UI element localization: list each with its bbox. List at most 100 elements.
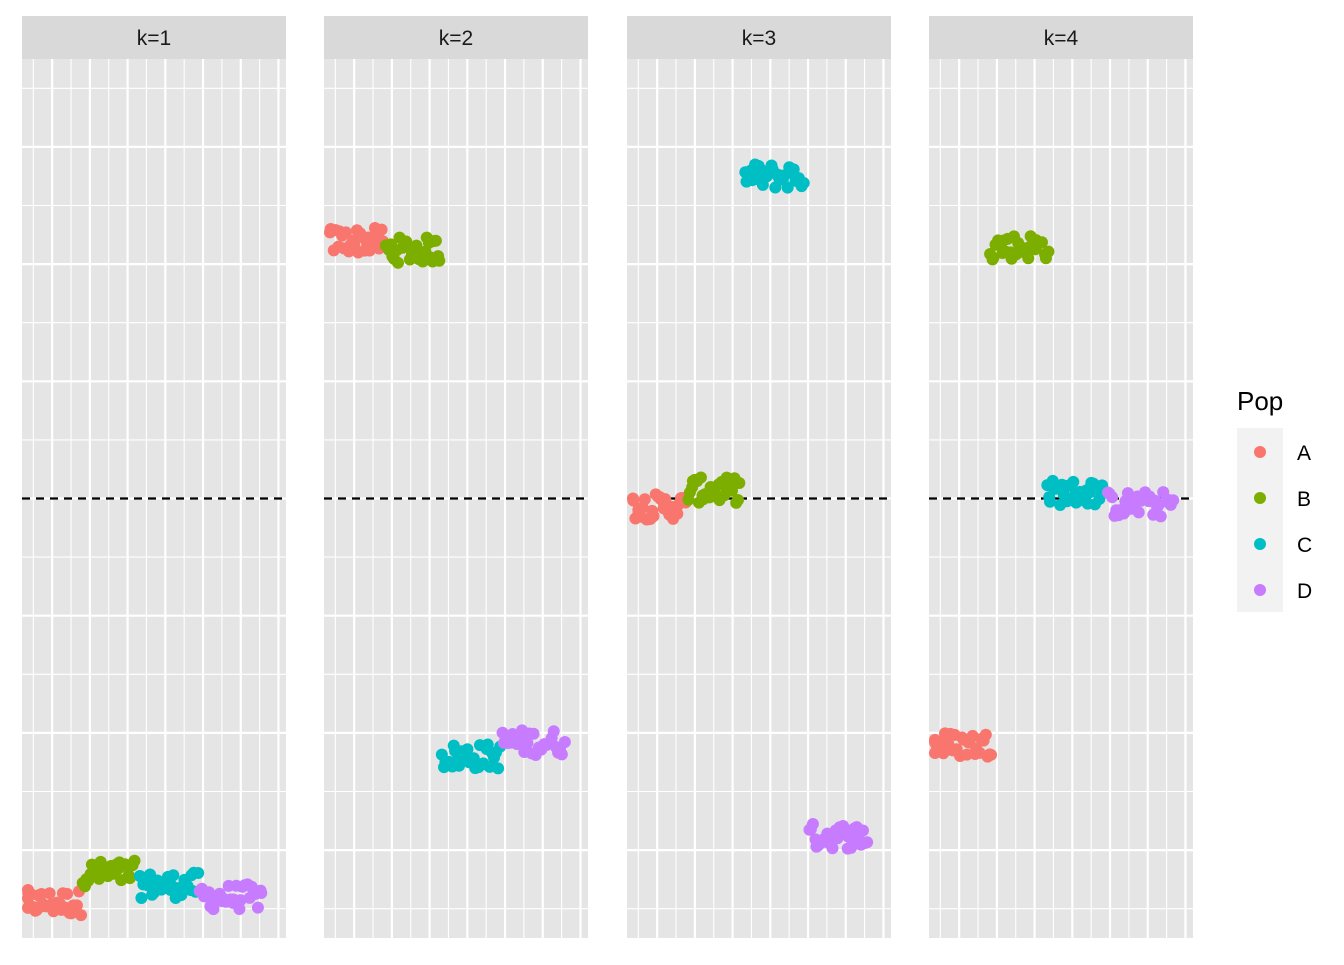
data-point <box>1043 495 1056 508</box>
cluster-pop-C <box>435 738 507 775</box>
facet-panels: k=1 k=2 k=3 k=4 <box>22 16 1193 938</box>
cluster-pop-D <box>193 878 268 916</box>
data-point <box>453 759 466 772</box>
data-point <box>769 181 782 194</box>
data-point <box>627 494 640 507</box>
data-point <box>75 909 88 922</box>
data-point <box>251 901 264 914</box>
cluster-pop-D <box>803 818 874 855</box>
data-point <box>461 743 474 756</box>
data-point <box>733 476 746 489</box>
data-point <box>61 887 74 900</box>
data-point <box>638 493 651 506</box>
data-point <box>1022 252 1035 265</box>
data-point <box>555 748 568 761</box>
data-point <box>787 163 800 176</box>
legend-title: Pop <box>1237 386 1283 416</box>
data-point <box>806 818 819 831</box>
data-point <box>985 748 998 761</box>
data-point <box>123 872 136 885</box>
data-point <box>694 471 707 484</box>
facet-strip <box>324 16 588 59</box>
facet-panel-3: k=3 <box>627 16 891 938</box>
facet-strip <box>627 16 891 59</box>
data-point <box>797 177 810 190</box>
data-point <box>521 737 534 750</box>
data-point <box>647 510 660 523</box>
legend-key-background <box>1237 428 1283 612</box>
data-point <box>192 867 205 880</box>
data-point <box>558 735 571 748</box>
data-point <box>135 892 148 905</box>
facet-panel-2: k=2 <box>324 16 588 938</box>
data-point <box>527 727 540 740</box>
data-point <box>70 899 83 912</box>
data-point <box>671 507 684 520</box>
data-point <box>937 747 950 760</box>
cluster-pop-B <box>682 471 746 509</box>
legend-label-D: D <box>1297 580 1312 603</box>
cluster-pop-A <box>929 727 998 763</box>
data-point <box>979 728 992 741</box>
cluster-pop-A <box>324 221 390 259</box>
data-point <box>1106 491 1119 504</box>
cluster-pop-D <box>496 724 571 761</box>
data-point <box>1042 245 1055 258</box>
data-point <box>1093 493 1106 506</box>
facet-strip-label: k=4 <box>1044 27 1079 50</box>
legend-key-B <box>1254 492 1266 504</box>
data-point <box>339 226 352 239</box>
cluster-pop-D <box>1102 486 1180 523</box>
data-point <box>375 223 388 236</box>
facet-strip <box>22 16 286 59</box>
data-point <box>467 752 480 765</box>
facet-strip <box>929 16 1193 59</box>
data-point <box>392 256 405 269</box>
cluster-pop-C <box>133 866 205 905</box>
cluster-pop-A <box>22 884 88 922</box>
facet-panel-4: k=4 <box>929 16 1193 938</box>
cluster-pop-B <box>984 230 1055 266</box>
cluster-pop-B <box>379 231 446 269</box>
cluster-pop-A <box>627 488 692 526</box>
data-point <box>234 894 247 907</box>
facet-strip-label: k=3 <box>742 27 776 50</box>
data-point <box>167 869 180 882</box>
legend-label-A: A <box>1297 442 1311 465</box>
data-point <box>1035 236 1048 249</box>
data-point <box>433 254 446 267</box>
facet-strip-label: k=1 <box>137 27 171 50</box>
data-point <box>1067 475 1080 488</box>
data-point <box>726 484 739 497</box>
facet-panel-1: k=1 <box>22 16 286 938</box>
data-point <box>1132 506 1145 519</box>
data-point <box>731 494 744 507</box>
data-point <box>128 854 141 867</box>
data-point <box>1121 487 1134 500</box>
data-point <box>492 762 505 775</box>
legend-key-A <box>1254 446 1266 458</box>
data-point <box>43 887 56 900</box>
cluster-pop-C <box>1041 474 1109 512</box>
data-point <box>1167 494 1180 507</box>
legend-key-D <box>1254 584 1266 596</box>
data-point <box>429 234 442 247</box>
cluster-pop-C <box>739 158 810 194</box>
facet-strip-label: k=2 <box>439 27 473 50</box>
data-point <box>1154 510 1167 523</box>
data-point <box>826 842 839 855</box>
data-point <box>781 181 794 194</box>
data-point <box>861 836 874 849</box>
legend-label-B: B <box>1297 488 1311 511</box>
data-point <box>987 251 1000 264</box>
legend-key-C <box>1254 538 1266 550</box>
cluster-pop-B <box>76 854 141 893</box>
data-point <box>547 725 560 738</box>
legend-label-C: C <box>1297 534 1312 557</box>
data-point <box>255 886 268 899</box>
data-point <box>233 903 246 916</box>
data-point <box>856 824 869 837</box>
